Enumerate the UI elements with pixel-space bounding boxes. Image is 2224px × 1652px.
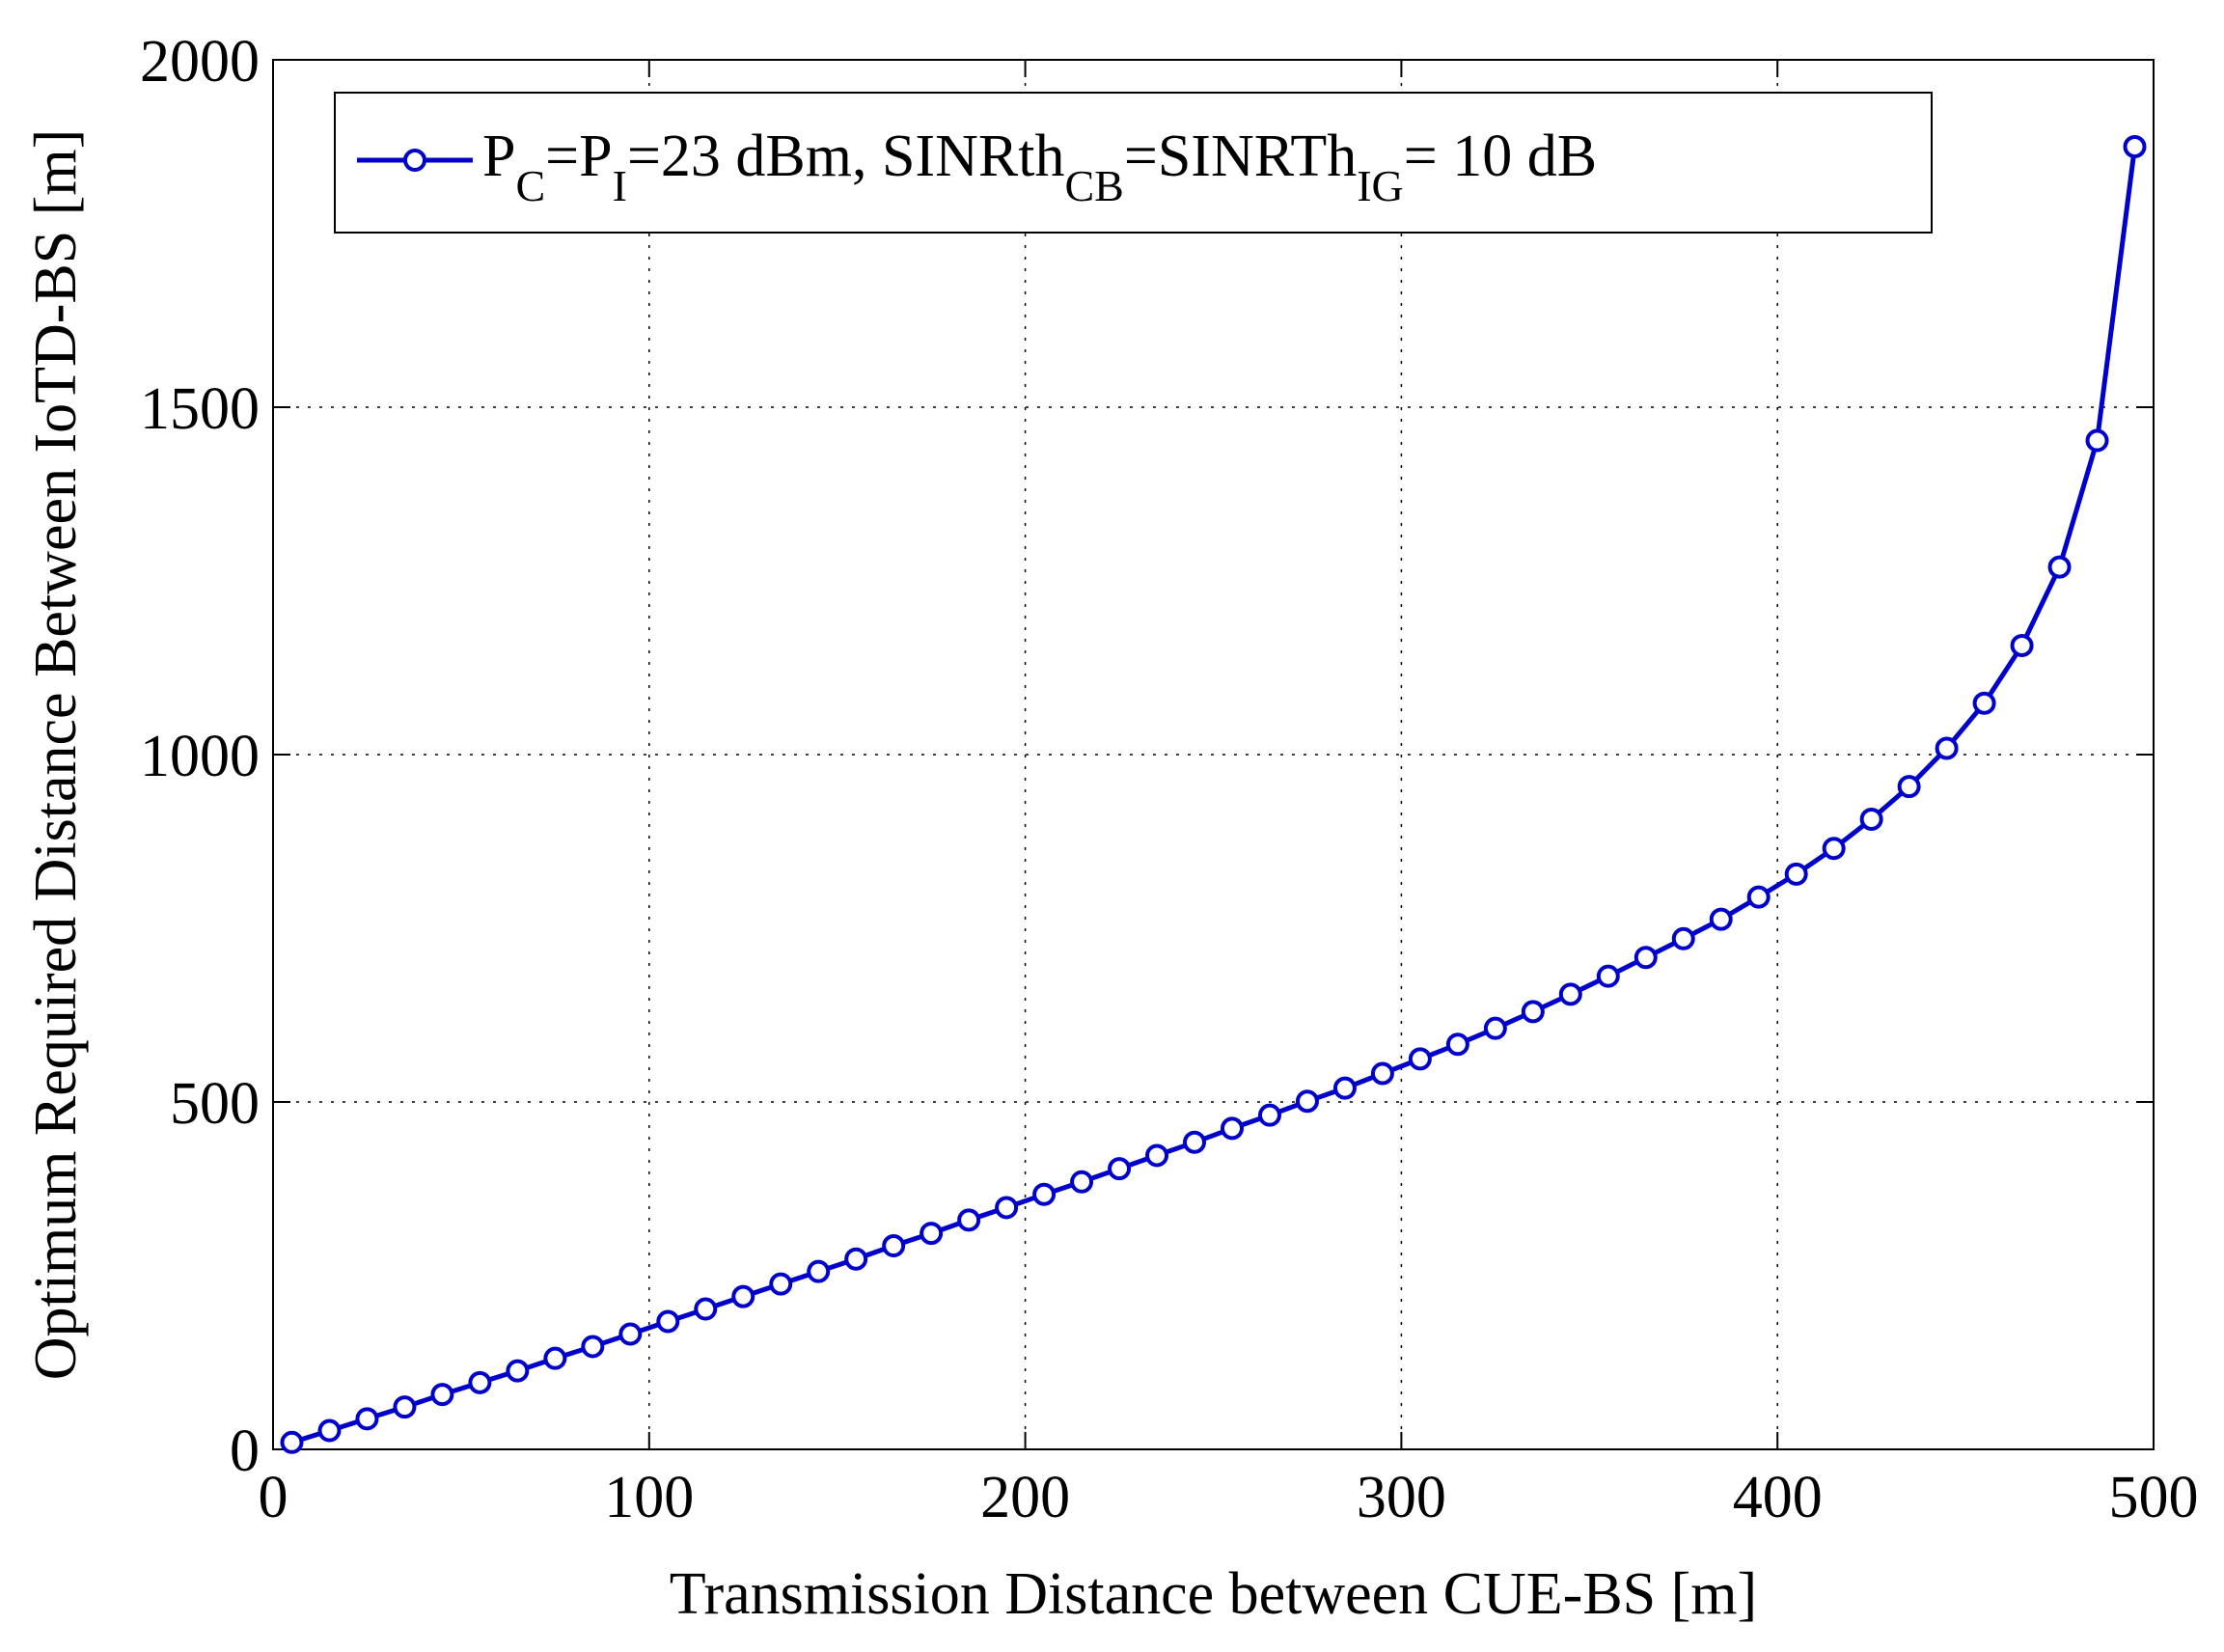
data-point-marker — [1145, 1143, 1169, 1168]
data-point-marker — [1257, 1103, 1281, 1127]
legend-label-subscript: IG — [1357, 161, 1404, 210]
data-point-marker — [393, 1395, 417, 1419]
data-point-marker — [468, 1370, 492, 1394]
x-axis-label: Transmission Distance between CUE-BS [m] — [670, 1561, 1757, 1627]
data-point-marker — [1784, 862, 1808, 886]
data-point-marker — [1634, 946, 1658, 970]
data-point-marker — [1220, 1116, 1244, 1141]
data-point-marker — [844, 1247, 868, 1271]
data-point-marker — [543, 1346, 567, 1370]
y-tick-label: 1500 — [140, 376, 260, 442]
data-point-marker — [1070, 1170, 1094, 1194]
x-tick-label: 200 — [980, 1465, 1070, 1530]
data-point-marker — [1295, 1089, 1319, 1114]
y-axis-label: Optimum Required Distance Between IoTD-B… — [23, 129, 89, 1381]
y-tick-label: 2000 — [140, 29, 260, 95]
data-point-marker — [1671, 926, 1695, 950]
legend-marker-sample — [403, 149, 426, 172]
data-point-marker — [920, 1222, 944, 1246]
data-point-marker — [1935, 736, 1959, 760]
data-point-marker — [995, 1196, 1019, 1220]
x-tick-label: 0 — [259, 1465, 288, 1530]
data-point-marker — [506, 1359, 530, 1383]
data-point-marker — [731, 1284, 755, 1308]
series-layer — [280, 135, 2147, 1454]
data-point-marker — [1746, 885, 1771, 909]
data-point-marker — [1897, 775, 1921, 799]
data-point-marker — [1408, 1047, 1432, 1071]
data-point-marker — [618, 1322, 643, 1346]
data-point-marker — [1332, 1076, 1357, 1100]
data-point-marker — [1709, 907, 1733, 931]
legend-label-subscript: C — [515, 161, 545, 210]
data-point-marker — [957, 1208, 981, 1232]
data-point-marker — [280, 1430, 304, 1454]
data-point-marker — [1822, 837, 1846, 861]
data-point-marker — [581, 1335, 605, 1359]
y-tick-label: 0 — [230, 1418, 260, 1484]
data-point-marker — [1859, 807, 1883, 831]
data-point-marker — [769, 1272, 793, 1296]
data-point-marker — [1521, 1000, 1545, 1024]
legend-label-part: =SINRTh — [1124, 124, 1357, 189]
data-point-marker — [1032, 1182, 1057, 1206]
data-point-marker — [2047, 555, 2072, 579]
data-point-marker — [2010, 633, 2034, 657]
legend-label-part: =23 dBm, SINRth — [627, 124, 1065, 189]
legend-label-subscript: CB — [1064, 161, 1123, 210]
data-point-marker — [1445, 1032, 1469, 1057]
x-tick-label: 500 — [2109, 1465, 2199, 1530]
x-tick-label: 400 — [1733, 1465, 1823, 1530]
data-point-marker — [1558, 982, 1582, 1006]
legend-box — [334, 92, 1933, 234]
data-point-marker — [2123, 135, 2147, 158]
legend-label-subscript: I — [613, 161, 627, 210]
data-point-marker — [2085, 428, 2109, 453]
data-point-marker — [882, 1234, 906, 1258]
grid-lines — [273, 60, 2154, 1449]
legend: PC=PI=23 dBm, SINRthCB=SINRThIG= 10 dB — [334, 92, 1933, 234]
data-point-marker — [317, 1418, 342, 1443]
legend-label: PC=PI=23 dBm, SINRthCB=SINRThIG= 10 dB — [482, 124, 1597, 210]
data-point-marker — [694, 1297, 718, 1321]
data-point-marker — [355, 1407, 379, 1431]
data-point-marker — [1483, 1016, 1507, 1040]
data-point-marker — [656, 1309, 680, 1334]
legend-label-part: = 10 dB — [1404, 124, 1597, 189]
axis-ticks: 0 100 200 300 400 500 0 500 1000 1500 2000 — [140, 29, 2199, 1530]
data-point-marker — [807, 1259, 831, 1283]
data-point-marker — [1183, 1130, 1207, 1154]
y-tick-label: 1000 — [140, 724, 260, 789]
data-point-marker — [1108, 1157, 1132, 1181]
data-point-marker — [430, 1383, 454, 1407]
data-point-marker — [1370, 1061, 1394, 1086]
data-point-marker — [1596, 964, 1620, 988]
legend-label-part: P — [482, 124, 515, 189]
x-tick-label: 300 — [1357, 1465, 1446, 1530]
x-tick-label: 100 — [604, 1465, 694, 1530]
y-tick-label: 500 — [170, 1071, 260, 1137]
data-point-marker — [1972, 691, 1996, 715]
legend-label-part: =P — [545, 124, 612, 189]
